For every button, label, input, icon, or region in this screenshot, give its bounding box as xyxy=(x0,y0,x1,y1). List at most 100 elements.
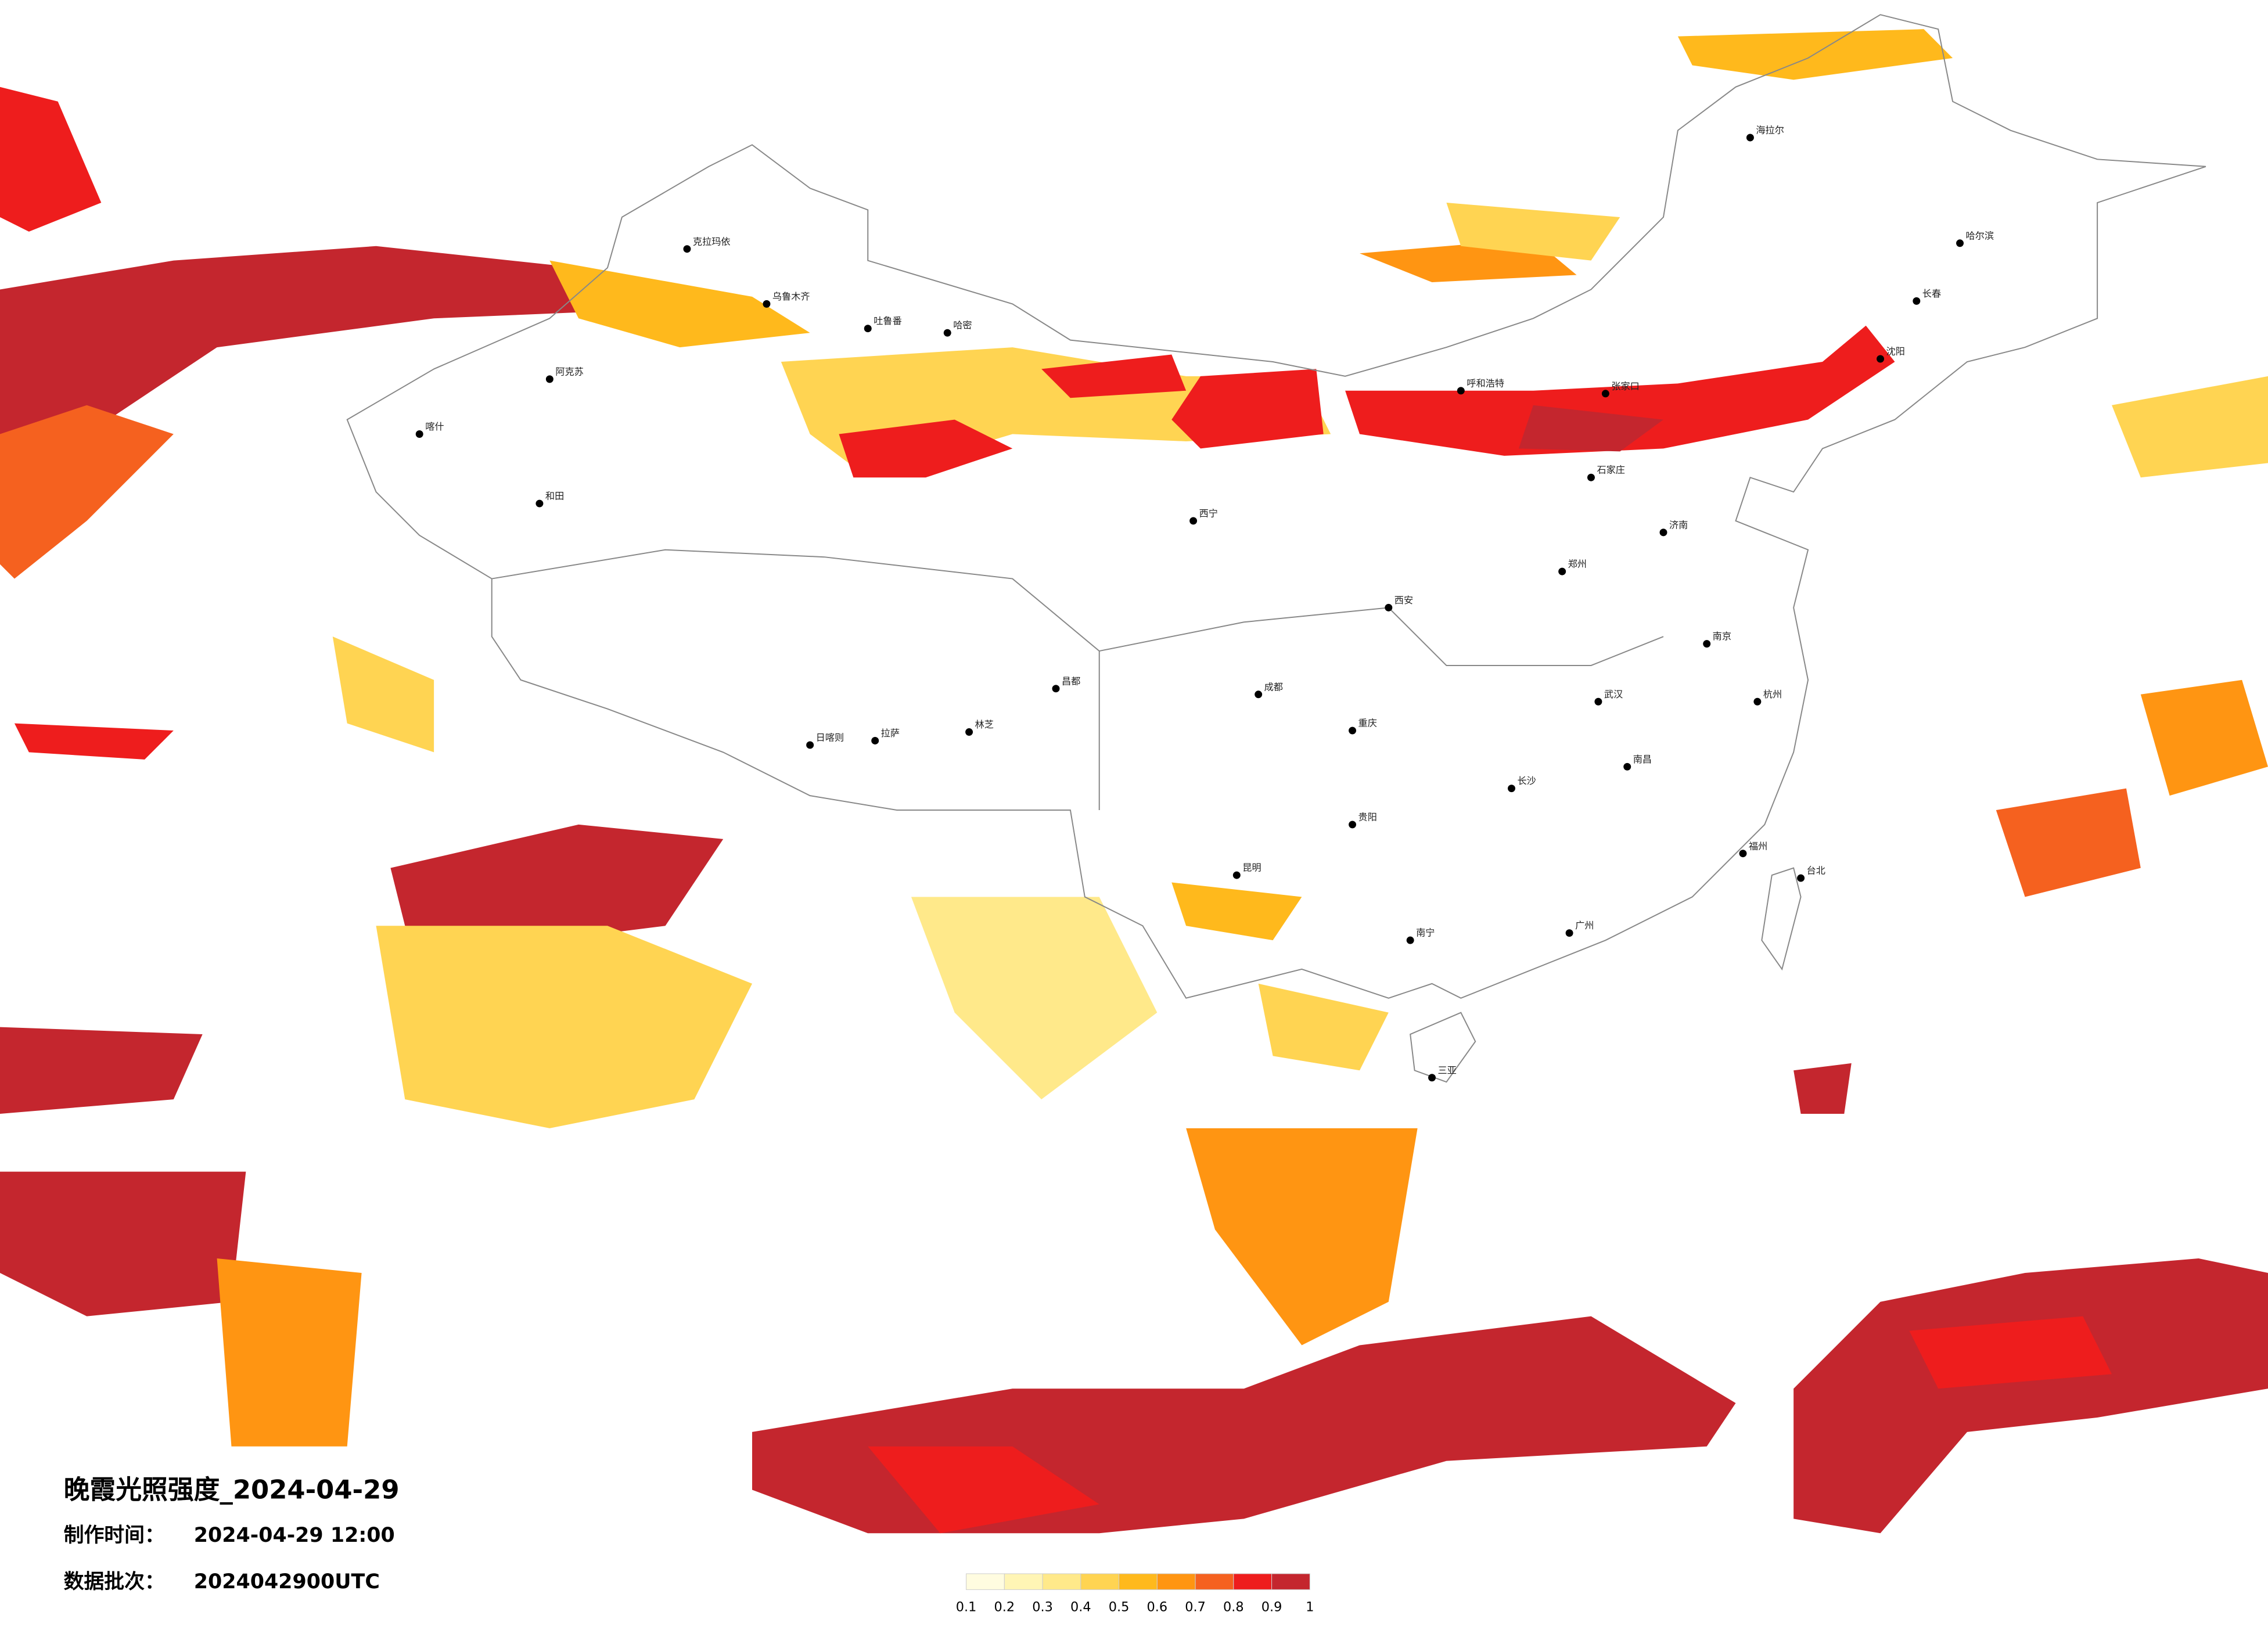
city-dot xyxy=(1913,297,1921,305)
legend: 0.1 0.2 0.3 0.4 0.5 0.6 0.7 0.8 0.9 1 xyxy=(956,1573,1314,1615)
city-dot xyxy=(1565,929,1573,937)
made-label: 制作时间： xyxy=(64,1524,165,1547)
legend-swatch xyxy=(1080,1573,1120,1590)
city-dot xyxy=(943,329,951,337)
city-dot xyxy=(1052,685,1060,693)
made-time: 2024-04-29 12:00 xyxy=(194,1524,395,1547)
legend-tick-label: 0.3 xyxy=(1032,1600,1053,1615)
city-label: 喀什 xyxy=(425,421,444,432)
city-label: 呼和浩特 xyxy=(1467,377,1504,388)
legend-tick-label: 0.6 xyxy=(1147,1600,1168,1615)
city-label: 沈阳 xyxy=(1886,346,1905,357)
legend-tick-label: 0.2 xyxy=(994,1600,1015,1615)
city-label: 武汉 xyxy=(1604,689,1623,700)
city-label: 西宁 xyxy=(1199,508,1218,519)
city-label: 长沙 xyxy=(1517,775,1536,786)
city-dot xyxy=(1508,785,1515,793)
legend-tick-label: 1 xyxy=(1306,1600,1314,1615)
legend-swatch xyxy=(966,1573,1005,1590)
city-label: 三亚 xyxy=(1437,1064,1456,1075)
city-label: 石家庄 xyxy=(1597,465,1625,476)
city-label: 郑州 xyxy=(1568,559,1587,570)
city-dot xyxy=(1349,821,1357,829)
city-dot xyxy=(1753,697,1762,706)
city-label: 阿克苏 xyxy=(555,366,584,377)
city-label: 乌鲁木齐 xyxy=(772,291,810,302)
legend-tick-label: 0.8 xyxy=(1223,1600,1244,1615)
legend-swatch xyxy=(1233,1573,1273,1590)
boundaries xyxy=(346,14,2206,1083)
city-dot xyxy=(1385,603,1393,611)
city-dot xyxy=(545,375,553,383)
city-dot xyxy=(1349,726,1357,735)
city-dot xyxy=(864,325,872,333)
city-dot xyxy=(1746,134,1754,142)
city-label: 哈尔滨 xyxy=(1965,230,1994,241)
city-dot xyxy=(1594,697,1602,706)
city-dot xyxy=(1189,517,1198,525)
heat-layer xyxy=(0,29,2268,1534)
city-dot xyxy=(1703,640,1711,648)
city-label: 克拉玛依 xyxy=(693,236,731,247)
city-dot xyxy=(415,430,423,438)
city-label: 台北 xyxy=(1807,865,1825,876)
city-dot xyxy=(1255,690,1263,699)
city-dot xyxy=(871,737,879,744)
city-dot xyxy=(1558,567,1566,575)
city-label: 吐鲁番 xyxy=(874,315,902,326)
city-label: 海拉尔 xyxy=(1756,124,1784,135)
city-label: 福州 xyxy=(1749,840,1767,851)
title: 晚霞光照强度_2024-04-29 xyxy=(64,1474,400,1505)
legend-swatch xyxy=(1195,1573,1234,1590)
city-label: 南昌 xyxy=(1633,754,1652,765)
city-label: 成都 xyxy=(1264,681,1283,692)
city-dot xyxy=(1739,850,1747,858)
legend-swatch xyxy=(1271,1573,1310,1590)
city-label: 昌都 xyxy=(1062,675,1080,686)
legend-tick-label: 0.5 xyxy=(1109,1600,1130,1615)
city-dot xyxy=(1406,936,1414,944)
legend-tick-label: 0.1 xyxy=(956,1600,977,1615)
batch-label: 数据批次： xyxy=(64,1570,165,1593)
city-label: 贵阳 xyxy=(1358,811,1377,822)
city-dot xyxy=(1428,1074,1436,1082)
city-dot xyxy=(965,728,973,736)
city-dot xyxy=(763,300,771,308)
city-dot xyxy=(1623,762,1631,771)
city-dot xyxy=(535,499,544,508)
legend-tick-label: 0.7 xyxy=(1185,1600,1206,1615)
legend-swatch xyxy=(1004,1573,1043,1590)
legend-tick-label: 0.9 xyxy=(1261,1600,1282,1615)
city-label: 广州 xyxy=(1575,920,1594,931)
city-label: 林芝 xyxy=(975,719,994,730)
city-label: 南宁 xyxy=(1416,927,1435,938)
city-dot xyxy=(806,741,814,749)
city-label: 重庆 xyxy=(1358,718,1377,729)
legend-swatch xyxy=(1119,1573,1158,1590)
city-label: 杭州 xyxy=(1763,689,1782,700)
city-label: 拉萨 xyxy=(881,728,900,739)
city-dot xyxy=(1956,239,1964,247)
city-dot xyxy=(1659,528,1667,537)
legend-tick-label: 0.4 xyxy=(1070,1600,1091,1615)
city-label: 哈密 xyxy=(953,320,972,331)
legend-swatch xyxy=(1156,1573,1196,1590)
city-dot xyxy=(683,245,691,253)
city-label: 日喀则 xyxy=(816,732,844,743)
city-label: 和田 xyxy=(545,491,564,502)
city-dot xyxy=(1601,390,1609,398)
city-label: 长春 xyxy=(1922,288,1941,299)
city-dot xyxy=(1877,355,1885,363)
city-dot xyxy=(1232,871,1241,879)
city-label: 济南 xyxy=(1669,519,1688,530)
city-label: 西安 xyxy=(1394,595,1413,606)
city-dot xyxy=(1797,874,1805,882)
city-label: 张家口 xyxy=(1611,380,1640,391)
city-label: 南京 xyxy=(1713,631,1731,642)
city-dot xyxy=(1457,387,1465,395)
legend-swatch xyxy=(1042,1573,1081,1590)
city-label: 昆明 xyxy=(1242,862,1261,873)
